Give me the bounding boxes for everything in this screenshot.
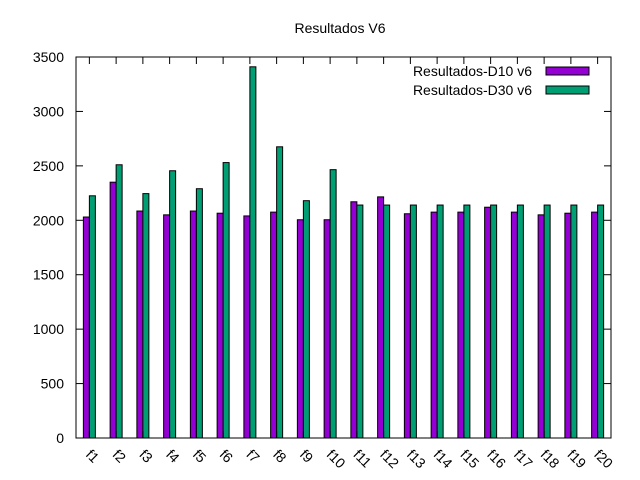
y-tick-label: 0	[56, 430, 64, 446]
bar-d30-f15	[463, 204, 471, 439]
x-tick-label: f18	[538, 446, 563, 471]
bar-d10-f16	[484, 206, 492, 439]
x-tick-label: f14	[431, 446, 456, 471]
bar-d30-f5	[195, 188, 203, 439]
x-tick-label: f12	[377, 446, 402, 471]
y-tick-label: 1500	[33, 267, 64, 283]
bar-d10-f14	[430, 211, 438, 439]
y-tick-label: 500	[41, 376, 65, 392]
bar-d10-f13	[403, 213, 411, 439]
bar-d10-f4	[163, 214, 171, 439]
x-tick-label: f8	[270, 446, 290, 466]
bar-d10-f17	[510, 211, 518, 439]
x-tick-label: f20	[591, 446, 616, 471]
x-tick-label: f11	[350, 446, 374, 470]
bar-d30-f12	[383, 204, 391, 439]
bar-d30-f1	[88, 195, 96, 439]
bar-d30-f11	[356, 204, 364, 439]
y-tick-label: 2000	[33, 212, 64, 228]
bar-d30-f13	[409, 204, 417, 439]
bar-d10-f7	[243, 215, 251, 439]
x-tick-label: f9	[297, 446, 317, 466]
plot-area: 0 500 1000 1500 2000 2500 3000 3500 f1 f2 f3 f4 f5 f6…	[33, 49, 617, 471]
bar-d30-f6	[222, 162, 230, 439]
bar-d30-f10	[329, 169, 337, 439]
bar-d10-f2	[109, 181, 117, 439]
bar-d30-f14	[436, 204, 444, 439]
legend-swatch-1	[545, 66, 590, 76]
y-tick-label: 1000	[33, 321, 64, 337]
bar-d10-f10	[323, 219, 331, 439]
legend-label-1: Resultados-D10 v6	[413, 63, 532, 79]
bar-d30-f20	[597, 204, 605, 439]
legend-label-2: Resultados-D30 v6	[413, 82, 532, 98]
x-tick-label: f16	[484, 446, 509, 471]
bar-d30-f19	[570, 204, 578, 439]
bar-d30-f8	[276, 146, 284, 439]
x-tick-label: f3	[136, 446, 156, 466]
y-tick-label: 2500	[33, 158, 64, 174]
bar-d30-f2	[115, 164, 123, 439]
y-tick-label: 3500	[33, 49, 64, 65]
legend-swatch-2	[545, 85, 590, 95]
x-tick-label: f5	[190, 446, 210, 466]
x-tick-label: f2	[110, 446, 130, 466]
bar-d10-f6	[216, 212, 224, 439]
x-tick-label: f4	[163, 446, 183, 466]
bar-d10-f20	[591, 211, 599, 439]
x-tick-label: f10	[324, 446, 349, 471]
x-tick-label: f17	[511, 446, 536, 471]
chart-title: Resultados V6	[294, 20, 385, 36]
bar-d30-f7	[249, 66, 257, 439]
bar-d30-f17	[516, 204, 524, 439]
bar-d30-f16	[490, 204, 498, 439]
x-tick-label: f7	[243, 446, 263, 466]
bar-d10-f5	[189, 210, 197, 439]
bar-d30-f4	[169, 170, 177, 439]
bar-d10-f19	[564, 212, 572, 439]
x-tick-label: f6	[217, 446, 237, 466]
plot-frame	[75, 56, 612, 439]
bar-d10-f11	[350, 201, 358, 439]
bar-d30-f3	[142, 193, 150, 439]
x-tick-label: f15	[457, 446, 482, 471]
bar-d30-f18	[543, 204, 551, 439]
bar-d10-f1	[82, 216, 90, 439]
bar-d10-f18	[537, 214, 545, 439]
bar-d10-f9	[296, 219, 304, 439]
bar-d10-f12	[377, 196, 385, 439]
bar-d10-f8	[270, 211, 278, 439]
x-tick-label: f19	[564, 446, 589, 471]
bar-d30-f9	[302, 200, 310, 439]
x-tick-label: f13	[404, 446, 429, 471]
x-tick-label: f1	[83, 446, 103, 466]
y-tick-label: 3000	[33, 103, 64, 119]
bar-d10-f3	[136, 210, 144, 439]
bar-d10-f15	[457, 211, 465, 439]
